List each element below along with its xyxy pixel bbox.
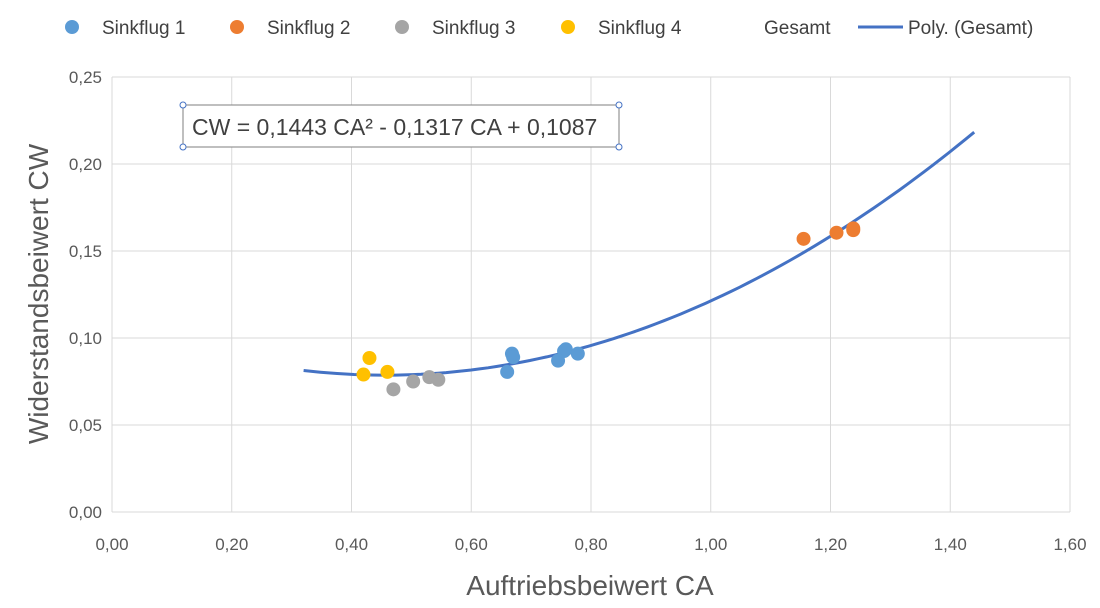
legend-marker-sinkflug-4 [561, 20, 575, 34]
gridlines [111, 76, 1071, 513]
x-tick-label: 1,60 [1053, 535, 1086, 554]
x-tick-label: 0,20 [215, 535, 248, 554]
data-points [356, 221, 861, 397]
legend-label-sinkflug-4: Sinkflug 4 [598, 18, 682, 39]
resize-handle[interactable] [615, 143, 623, 151]
data-point-sinkflug-3[interactable] [386, 382, 401, 397]
data-point-sinkflug-4[interactable] [356, 367, 371, 382]
y-tick-label: 0,20 [69, 155, 102, 174]
legend-label-gesamt: Gesamt [764, 18, 831, 39]
y-tick-label: 0,05 [69, 416, 102, 435]
resize-handle[interactable] [615, 101, 623, 109]
y-tick-label: 0,15 [69, 242, 102, 261]
equation-box[interactable]: CW = 0,1443 CA² - 0,1317 CA + 0,1087 [179, 101, 623, 151]
data-point-sinkflug-2[interactable] [829, 225, 844, 240]
data-point-sinkflug-1[interactable] [500, 364, 515, 379]
data-point-sinkflug-3[interactable] [406, 374, 421, 389]
legend-label-poly-gesamt: Poly. (Gesamt) [908, 18, 1033, 39]
y-tick-label: 0,00 [69, 503, 102, 522]
data-point-sinkflug-2[interactable] [796, 231, 811, 246]
legend-label-sinkflug-1: Sinkflug 1 [102, 18, 185, 39]
trendline-equation: CW = 0,1443 CA² - 0,1317 CA + 0,1087 [192, 114, 597, 140]
x-tick-label: 0,40 [335, 535, 368, 554]
legend-label-sinkflug-2: Sinkflug 2 [267, 18, 350, 39]
y-tick-labels: 0,00 0,05 0,10 0,15 0,20 0,25 [69, 68, 102, 522]
x-tick-labels: 0,00 0,20 0,40 0,60 0,80 1,00 1,20 1,40 1,60 [95, 535, 1086, 554]
data-point-sinkflug-1[interactable] [506, 350, 521, 365]
resize-handle[interactable] [179, 101, 187, 109]
data-point-sinkflug-4[interactable] [362, 351, 377, 366]
legend-marker-sinkflug-3 [395, 20, 409, 34]
trendline-poly-gesamt [303, 131, 976, 377]
y-tick-label: 0,25 [69, 68, 102, 87]
x-tick-label: 1,40 [934, 535, 967, 554]
legend-marker-sinkflug-2 [230, 20, 244, 34]
x-tick-label: 0,80 [574, 535, 607, 554]
data-point-sinkflug-4[interactable] [380, 364, 395, 379]
legend-label-sinkflug-3: Sinkflug 3 [432, 18, 515, 39]
x-axis-title: Auftriebsbeiwert CA [466, 570, 714, 601]
data-point-sinkflug-2[interactable] [846, 221, 861, 236]
x-tick-label: 0,60 [455, 535, 488, 554]
data-point-sinkflug-1[interactable] [570, 346, 585, 361]
legend-marker-sinkflug-1 [65, 20, 79, 34]
resize-handle[interactable] [179, 143, 187, 151]
data-point-sinkflug-1[interactable] [558, 342, 573, 357]
legend: Sinkflug 1 Sinkflug 2 Sinkflug 3 Sinkflug 4… [65, 18, 1033, 39]
y-axis-title: Widerstandsbeiwert CW [23, 143, 54, 444]
x-tick-label: 0,00 [95, 535, 128, 554]
data-point-sinkflug-3[interactable] [431, 372, 446, 387]
y-tick-label: 0,10 [69, 329, 102, 348]
x-tick-label: 1,20 [814, 535, 847, 554]
x-tick-label: 1,00 [694, 535, 727, 554]
